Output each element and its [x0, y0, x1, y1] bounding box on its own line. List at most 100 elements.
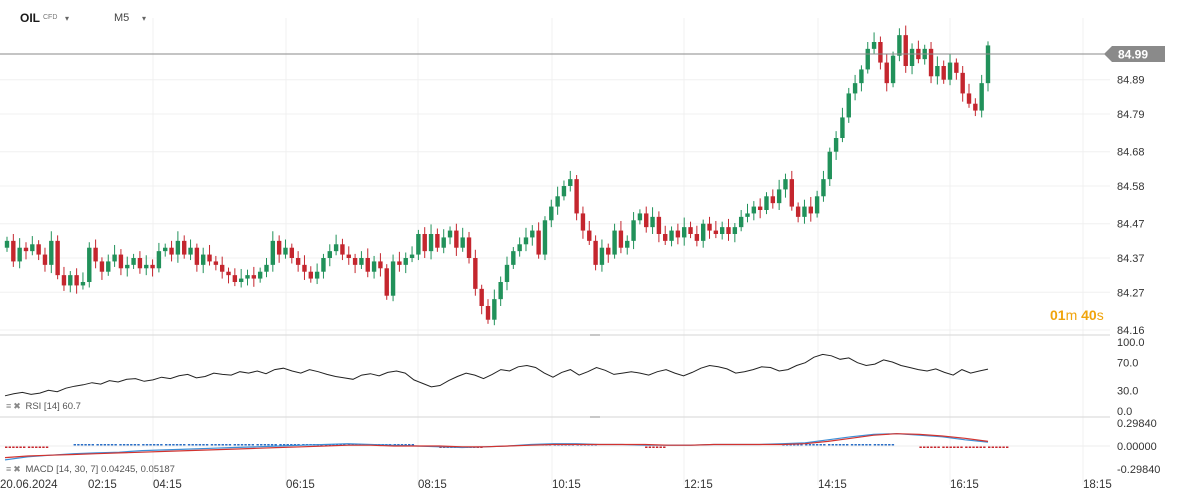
candle[interactable] — [447, 226, 453, 245]
candle[interactable] — [802, 199, 807, 224]
candle[interactable] — [125, 256, 130, 277]
candle[interactable] — [295, 251, 301, 272]
candle[interactable] — [757, 198, 763, 219]
candle[interactable] — [276, 235, 282, 263]
candle[interactable] — [738, 210, 744, 232]
candle[interactable] — [93, 239, 98, 269]
candle[interactable] — [207, 244, 212, 266]
candle[interactable] — [903, 25, 908, 73]
candle[interactable] — [707, 216, 712, 239]
candle[interactable] — [732, 223, 738, 243]
candle[interactable] — [871, 32, 877, 55]
candle[interactable] — [966, 83, 972, 108]
candle[interactable] — [574, 175, 579, 221]
pane-resize-handle[interactable] — [590, 416, 600, 418]
candle[interactable] — [118, 249, 124, 276]
candle[interactable] — [4, 236, 10, 252]
candle[interactable] — [226, 267, 231, 284]
candle[interactable] — [878, 36, 883, 70]
candle[interactable] — [213, 255, 219, 271]
candle[interactable] — [201, 247, 206, 274]
candle[interactable] — [289, 243, 295, 264]
candle[interactable] — [384, 264, 389, 300]
candle[interactable] — [859, 65, 864, 92]
candle[interactable] — [530, 225, 535, 246]
candle[interactable] — [846, 87, 851, 123]
candle[interactable] — [308, 266, 313, 283]
candle[interactable] — [283, 239, 288, 259]
candle[interactable] — [42, 247, 48, 272]
candle[interactable] — [947, 54, 953, 86]
candle[interactable] — [492, 289, 497, 326]
candle[interactable] — [511, 247, 516, 269]
symbol-dropdown-icon[interactable]: ▾ — [65, 14, 70, 23]
candle[interactable] — [61, 266, 67, 291]
candle[interactable] — [827, 147, 832, 186]
candle[interactable] — [928, 42, 934, 84]
candle[interactable] — [169, 240, 174, 262]
candle[interactable] — [68, 271, 73, 293]
candle[interactable] — [131, 253, 136, 269]
candle[interactable] — [55, 235, 60, 280]
candle[interactable] — [257, 267, 263, 283]
candle[interactable] — [745, 203, 750, 223]
candle[interactable] — [719, 221, 725, 240]
candle[interactable] — [321, 253, 326, 279]
candle[interactable] — [890, 51, 896, 88]
candle[interactable] — [751, 201, 757, 221]
candle[interactable] — [650, 207, 655, 234]
candle[interactable] — [403, 252, 408, 274]
candle[interactable] — [194, 243, 200, 272]
candle[interactable] — [74, 268, 79, 294]
candle[interactable] — [251, 266, 257, 287]
candle[interactable] — [612, 223, 617, 259]
candle[interactable] — [175, 231, 181, 263]
candle[interactable] — [587, 220, 592, 245]
candle[interactable] — [821, 170, 826, 202]
candle[interactable] — [137, 251, 143, 274]
close-icon[interactable]: ✖ — [13, 401, 21, 411]
candle[interactable] — [498, 276, 503, 306]
candle[interactable] — [764, 192, 769, 215]
candle[interactable] — [542, 216, 548, 261]
candle[interactable] — [922, 44, 927, 65]
candle[interactable] — [979, 74, 984, 118]
candle[interactable] — [11, 234, 16, 267]
candle[interactable] — [606, 243, 611, 263]
candle[interactable] — [897, 28, 902, 62]
candle[interactable] — [840, 107, 845, 143]
candle[interactable] — [219, 256, 225, 279]
candle[interactable] — [454, 223, 459, 256]
candle[interactable] — [935, 56, 940, 85]
candle[interactable] — [365, 248, 370, 278]
timeframe-selector[interactable]: M5 — [114, 12, 130, 24]
candle[interactable] — [954, 58, 959, 80]
candle[interactable] — [422, 227, 427, 258]
candle[interactable] — [333, 234, 339, 256]
candle[interactable] — [238, 268, 244, 288]
candle[interactable] — [549, 199, 554, 228]
pane-resize-handle[interactable] — [590, 334, 600, 336]
candle[interactable] — [327, 244, 332, 267]
candle[interactable] — [409, 246, 415, 263]
candle[interactable] — [833, 131, 839, 160]
candle[interactable] — [504, 256, 510, 291]
candle[interactable] — [340, 238, 345, 261]
candle[interactable] — [416, 229, 421, 261]
candle[interactable] — [182, 235, 187, 259]
candle[interactable] — [783, 173, 788, 198]
candle[interactable] — [808, 196, 813, 222]
candle[interactable] — [682, 217, 687, 246]
candle[interactable] — [156, 242, 162, 273]
candle[interactable] — [960, 66, 965, 102]
candle[interactable] — [523, 227, 529, 252]
candle[interactable] — [390, 254, 396, 302]
candle[interactable] — [713, 220, 719, 239]
candle[interactable] — [517, 237, 522, 257]
candle[interactable] — [973, 98, 978, 117]
candle[interactable] — [106, 254, 111, 276]
candle[interactable] — [352, 253, 358, 274]
candle[interactable] — [618, 220, 624, 254]
candle[interactable] — [264, 258, 269, 278]
candle[interactable] — [163, 243, 168, 257]
